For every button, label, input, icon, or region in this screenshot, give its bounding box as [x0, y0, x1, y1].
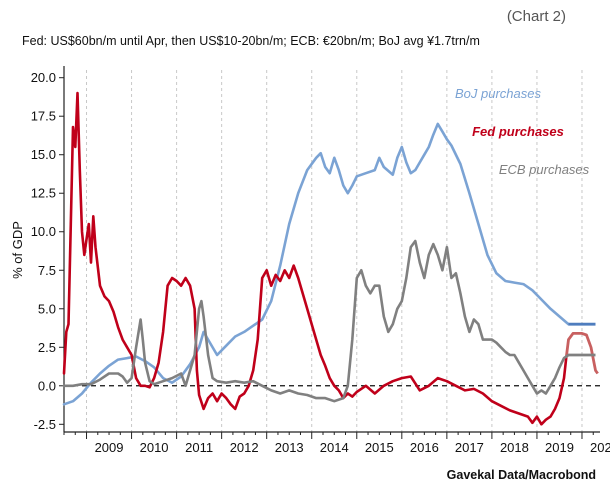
- x-tick-label: 2018: [500, 440, 529, 455]
- source-credit: Gavekal Data/Macrobond: [446, 468, 596, 482]
- y-tick-label: 10.0: [31, 224, 56, 239]
- x-tick-label: 2014: [320, 440, 349, 455]
- axis-layer: 20.0 17.5 15.0 12.5 10.0 7.5 5.0 2.5 0.0 -2.5 2009…: [31, 66, 610, 455]
- x-tick-label: 2009: [95, 440, 124, 455]
- y-tick-label: -2.5: [34, 417, 56, 432]
- chart-subtitle: Fed: US$60bn/m until Apr, then US$10-20b…: [22, 34, 480, 48]
- y-tick-label: 20.0: [31, 70, 56, 85]
- y-tick-label: 7.5: [38, 263, 56, 278]
- y-axis-label: % of GDP: [10, 221, 25, 279]
- x-tick-label: 2019: [545, 440, 574, 455]
- legend-entry: ECB purchases: [499, 162, 590, 177]
- fed-purchases-forecast-line: [564, 332, 599, 375]
- x-tick-label: 2011: [185, 440, 213, 455]
- y-tick-label: 0.0: [38, 378, 56, 393]
- x-tick-label: 2013: [275, 440, 304, 455]
- legend-entry: BoJ purchases: [455, 86, 541, 101]
- legend: BoJ purchases Fed purchases ECB purchases: [455, 86, 590, 177]
- y-tick-label: 2.5: [38, 340, 56, 355]
- series-layer: [62, 91, 599, 426]
- boj-purchases-line: [62, 122, 570, 406]
- legend-entry: Fed purchases: [472, 124, 564, 139]
- x-tick-label: 2016: [410, 440, 439, 455]
- y-tick-label: 12.5: [31, 186, 56, 201]
- chart-number: (Chart 2): [506, 8, 566, 25]
- x-tick-label: 2010: [140, 440, 169, 455]
- x-tick-label: 2017: [455, 440, 484, 455]
- x-tick-label: 2012: [230, 440, 259, 455]
- y-tick-label: 17.5: [31, 109, 56, 124]
- y-tick-label: 15.0: [31, 147, 56, 162]
- ecb-purchases-line: [62, 239, 570, 403]
- x-tick-label: 2020: [590, 440, 610, 455]
- x-tick-label: 2015: [365, 440, 394, 455]
- fed-purchases-line: [62, 91, 568, 426]
- y-tick-label: 5.0: [38, 301, 56, 316]
